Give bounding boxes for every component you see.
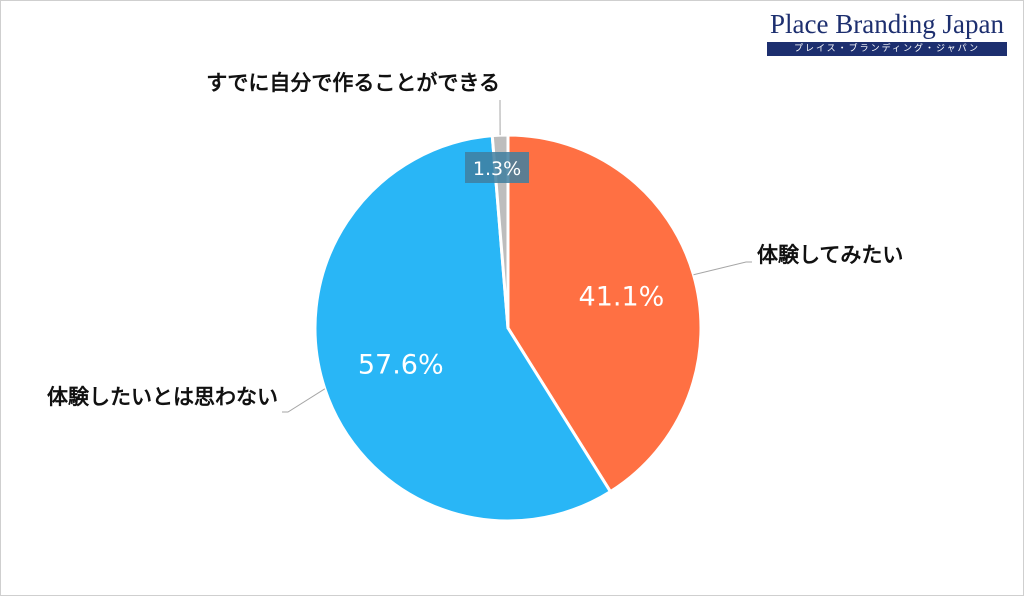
pie-slices [313,133,703,523]
value-label-box [465,152,529,183]
category-label-already-can-make: すでに自分で作ることができる [206,71,500,95]
value-label-not-interested: 57.6% [358,350,444,381]
category-label-experience: 体験してみたい [757,243,903,267]
logo-subtitle: プレイス・ブランディング・ジャパン [767,42,1007,56]
leader-line-experience [693,261,752,276]
leader-lines [282,100,752,413]
category-label-not-interested: 体験したいとは思わない [47,385,278,409]
leader-line-not-interested [282,388,326,413]
slice-not-interested [313,134,612,523]
value-label-experience: 41.1% [579,281,665,312]
brand-logo: Place Branding Japan プレイス・ブランディング・ジャパン [767,9,1007,56]
logo-title: Place Branding Japan [770,9,1004,39]
value-label-already-can-make: 1.3% [473,158,521,180]
